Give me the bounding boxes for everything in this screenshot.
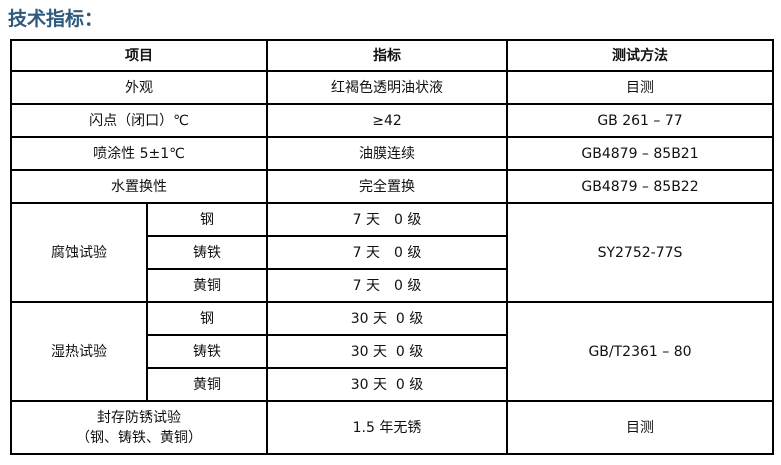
cell-item: 腐蚀试验 (10, 202, 148, 303)
table-row: 外观 红褐色透明油状液 目测 (10, 70, 774, 105)
table-row: 铸铁 30 天 0 级 (11, 334, 773, 369)
table-row: 铸铁 7 天 0 级 (11, 235, 773, 270)
table-header: 项目 指标 测试方法 (10, 39, 774, 72)
table-row: 腐蚀试验 钢 7 天 0 级 SY2752-77S (10, 202, 774, 303)
item-line2: （钢、铸铁、黄铜） (76, 429, 202, 446)
table-row: 喷涂性 5±1℃ 油膜连续 GB4879 – 85B21 (10, 136, 774, 171)
cell-method: 目测 (506, 400, 774, 455)
cell-metal: 铸铁 (146, 235, 268, 270)
cell-value: ≥42 (266, 103, 508, 138)
header-value: 指标 (266, 39, 508, 72)
table-row: 黄铜 30 天 0 级 (11, 367, 773, 402)
cell-metal: 黄铜 (146, 268, 268, 303)
header-method: 测试方法 (506, 39, 774, 72)
cell-metal: 钢 (146, 202, 268, 237)
cell-method: GB/T2361 – 80 (506, 301, 774, 402)
table-row: 闪点（闭口）℃ ≥42 GB 261 – 77 (10, 103, 774, 138)
cell-method: 目测 (506, 70, 774, 105)
cell-method: GB4879 – 85B21 (506, 136, 774, 171)
spec-table: 项目 指标 测试方法 外观 红褐色透明油状液 目测 闪点（闭口）℃ ≥42 GB 261… (10, 39, 774, 455)
cell-method: GB4879 – 85B22 (506, 169, 774, 204)
table-row: 封存防锈试验 （钢、铸铁、黄铜） 1.5 年无锈 目测 (10, 400, 774, 455)
cell-value: 7 天 0 级 (266, 202, 508, 237)
cell-metal: 钢 (146, 301, 268, 336)
cell-value: 1.5 年无锈 (266, 400, 508, 455)
cell-value: 30 天 0 级 (266, 367, 508, 402)
cell-value: 完全置换 (266, 169, 508, 204)
cell-metal: 黄铜 (146, 367, 268, 402)
header-item: 项目 (10, 39, 268, 72)
cell-value: 红褐色透明油状液 (266, 70, 508, 105)
table-row: 黄铜 7 天 0 级 (11, 268, 773, 303)
cell-value: 30 天 0 级 (266, 334, 508, 369)
table-row: 水置换性 完全置换 GB4879 – 85B22 (10, 169, 774, 204)
cell-item: 闪点（闭口）℃ (10, 103, 268, 138)
cell-value: 7 天 0 级 (266, 268, 508, 303)
item-line1: 封存防锈试验 (97, 409, 181, 426)
cell-item: 湿热试验 (10, 301, 148, 402)
cell-value: 7 天 0 级 (266, 235, 508, 270)
section-title: 技术指标： (8, 8, 104, 30)
cell-item: 外观 (10, 70, 268, 105)
cell-item: 封存防锈试验 （钢、铸铁、黄铜） (10, 400, 268, 455)
cell-value: 30 天 0 级 (266, 301, 508, 336)
cell-metal: 铸铁 (146, 334, 268, 369)
cell-item: 水置换性 (10, 169, 268, 204)
cell-item: 喷涂性 5±1℃ (10, 136, 268, 171)
cell-method: GB 261 – 77 (506, 103, 774, 138)
table-row: 湿热试验 钢 30 天 0 级 GB/T2361 – 80 (10, 301, 774, 402)
cell-value: 油膜连续 (266, 136, 508, 171)
cell-method: SY2752-77S (506, 202, 774, 303)
